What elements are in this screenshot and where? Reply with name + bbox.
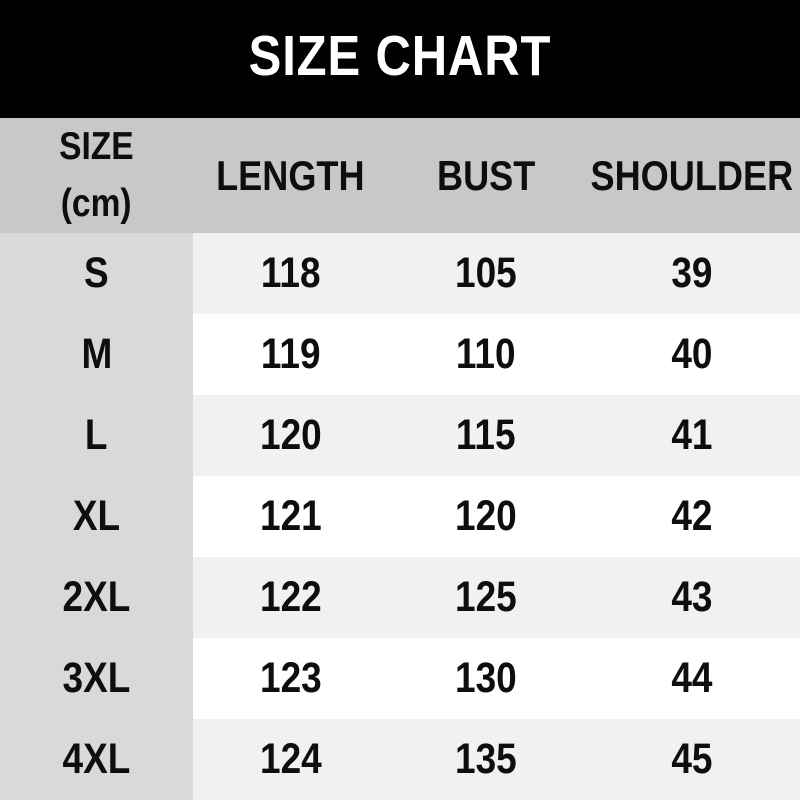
size-header-label: SIZE	[59, 124, 134, 168]
table-row-m: M 119 110 40	[0, 314, 800, 395]
cell-length: 119	[260, 330, 321, 378]
cell-shoulder: 42	[671, 492, 713, 540]
cell-size: M	[0, 314, 194, 395]
table-row-2xl: 2XL 122 125 43	[0, 557, 800, 638]
cell-size: S	[0, 233, 194, 314]
cell-length: 118	[260, 249, 321, 297]
column-header-shoulder: SHOULDER	[584, 118, 800, 233]
cell-size: 2XL	[0, 557, 194, 638]
cell-shoulder: 40	[671, 330, 713, 378]
table-row-s: S 118 105 39	[0, 233, 800, 314]
length-header-label: LENGTH	[216, 151, 365, 199]
cell-size: L	[0, 395, 194, 476]
cell-bust: 130	[455, 654, 517, 702]
cell-size: 4XL	[0, 719, 194, 800]
table-header-row: SIZE (cm) LENGTH BUST SHOULDER	[0, 118, 800, 233]
cell-length: 121	[259, 492, 322, 540]
cell-bust: 135	[455, 735, 517, 783]
cell-bust: 125	[455, 573, 517, 621]
title-bar: SIZE CHART	[0, 0, 800, 118]
cell-length: 124	[259, 735, 322, 783]
shoulder-header-label: SHOULDER	[590, 151, 794, 199]
cell-bust: 105	[455, 249, 517, 297]
cell-bust: 110	[456, 330, 516, 378]
cell-shoulder: 39	[671, 249, 713, 297]
table-row-4xl: 4XL 124 135 45	[0, 719, 800, 800]
cell-bust: 115	[456, 411, 516, 459]
cell-bust: 120	[455, 492, 517, 540]
cell-shoulder: 43	[671, 573, 713, 621]
cell-shoulder: 45	[671, 735, 713, 783]
cell-length: 120	[259, 411, 322, 459]
page-title: SIZE CHART	[248, 24, 552, 88]
cell-length: 123	[259, 654, 322, 702]
bust-header-label: BUST	[436, 151, 536, 199]
cell-length: 122	[259, 573, 322, 621]
table-row-l: L 120 115 41	[0, 395, 800, 476]
column-header-bust: BUST	[388, 118, 584, 233]
cell-size: 3XL	[0, 638, 194, 719]
column-header-length: LENGTH	[193, 118, 388, 233]
column-header-size: SIZE (cm)	[0, 118, 193, 233]
table-row-3xl: 3XL 123 130 44	[0, 638, 800, 719]
cell-shoulder: 41	[671, 411, 713, 459]
cell-size: XL	[0, 476, 194, 557]
table-row-xl: XL 121 120 42	[0, 476, 800, 557]
size-header-unit: (cm)	[61, 181, 133, 225]
cell-shoulder: 44	[671, 654, 713, 702]
size-table: SIZE (cm) LENGTH BUST SHOULDER S 118 105…	[0, 118, 800, 800]
